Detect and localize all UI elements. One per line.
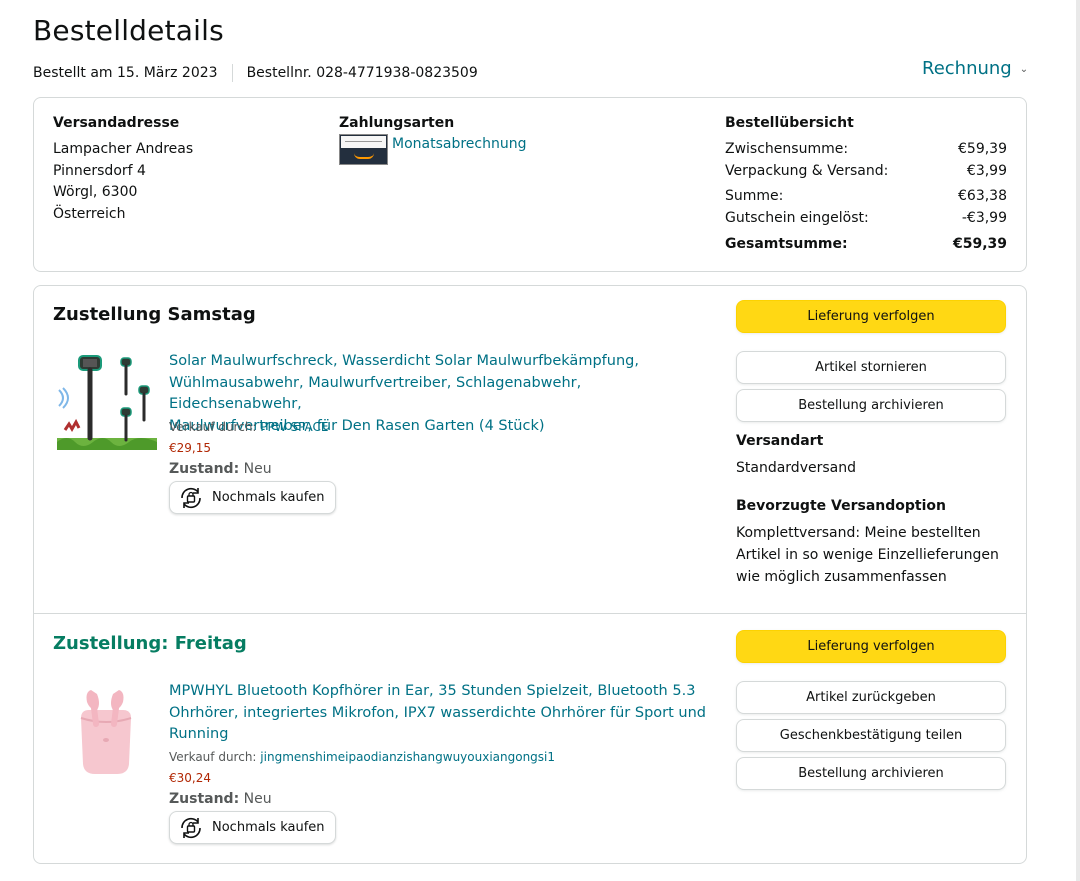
product-title-link[interactable]: Solar Maulwurfschreck, Wasserdicht Solar… — [169, 351, 709, 437]
summary-row: Verpackung & Versand: €3,99 — [725, 161, 1007, 183]
address-line: Österreich — [53, 205, 126, 222]
preferred-shipping-title: Bevorzugte Versandoption — [736, 498, 946, 514]
product-title-line: Solar Maulwurfschreck, Wasserdicht Solar… — [169, 353, 639, 369]
share-gift-receipt-button[interactable]: Geschenkbestätigung teilen — [736, 719, 1006, 752]
buy-again-label: Nochmals kaufen — [212, 820, 325, 835]
buy-again-button[interactable]: Nochmals kaufen — [169, 481, 336, 514]
preferred-shipping-line: Artikel in so wenige Einzellieferungen — [736, 547, 999, 563]
track-package-button[interactable]: Lieferung verfolgen — [736, 630, 1006, 663]
buy-again-icon — [181, 817, 201, 838]
scrollbar-track[interactable] — [1076, 0, 1080, 881]
page-title: Bestelldetails — [33, 14, 224, 47]
condition-label: Zustand: — [169, 461, 240, 477]
product-title-line: MPWHYL Bluetooth Kopfhörer in Ear, 35 St… — [169, 683, 696, 699]
earbuds-image — [80, 690, 132, 774]
preferred-shipping-line: wie möglich zusammenfassen — [736, 569, 947, 585]
buy-again-icon — [181, 487, 201, 508]
seller-info: Verkauf durch: PPW SPACE — [169, 420, 329, 434]
condition-label: Zustand: — [169, 791, 240, 807]
condition-value: Neu — [243, 461, 272, 477]
condition-value: Neu — [243, 791, 272, 807]
summary-total-row: Gesamtsumme: €59,39 — [725, 234, 1007, 256]
mole-repeller-image — [57, 355, 157, 450]
track-package-button[interactable]: Lieferung verfolgen — [736, 300, 1006, 333]
product-image[interactable] — [57, 680, 157, 784]
buy-again-button[interactable]: Nochmals kaufen — [169, 811, 336, 844]
summary-value: €3,99 — [966, 162, 1007, 179]
meta-divider — [231, 64, 233, 82]
shipment-heading: Zustellung: Freitag — [53, 633, 247, 654]
summary-label: Summe: — [725, 188, 784, 204]
shipping-type-value: Standardversand — [736, 460, 856, 476]
preferred-shipping-text: Komplettversand: Meine bestellten Artike… — [736, 522, 999, 588]
invoice-dropdown[interactable]: Rechnung ⌄ — [922, 58, 1028, 79]
product-title-line: Wühlmausabwehr, Maulwurfvertreiber, Schl… — [169, 374, 582, 413]
payment-method: Monatsabrechnung — [339, 134, 526, 165]
payment-method-link[interactable]: Monatsabrechnung — [392, 136, 527, 152]
seller-info: Verkauf durch: jingmenshimeipaodianzisha… — [169, 750, 555, 764]
preferred-shipping-line: Komplettversand: Meine bestellten — [736, 525, 981, 541]
product-title-line: Maulwurfvertreiber, für Den Rasen Garten… — [169, 417, 545, 434]
amazon-card-icon — [339, 134, 388, 165]
shipping-address: Lampacher Andreas Pinnersdorf 4 Wörgl, 6… — [53, 139, 193, 225]
address-line: Pinnersdorf 4 — [53, 162, 146, 179]
product-price: €30,24 — [169, 771, 211, 785]
return-items-button[interactable]: Artikel zurückgeben — [736, 681, 1006, 714]
shipping-type-title: Versandart — [736, 433, 824, 449]
order-date: Bestellt am 15. März 2023 — [33, 65, 218, 81]
product-condition: Zustand: Neu — [169, 791, 272, 807]
overview-title: Bestellübersicht — [725, 115, 854, 131]
product-title-line: Ohrhörer, integriertes Mikrofon, IPX7 wa… — [169, 704, 706, 721]
order-meta: Bestellt am 15. März 2023 Bestellnr. 028… — [33, 64, 478, 82]
order-number: Bestellnr. 028-4771938-0823509 — [246, 65, 478, 81]
archive-order-button[interactable]: Bestellung archivieren — [736, 389, 1006, 422]
shipment-heading: Zustellung Samstag — [53, 304, 256, 325]
summary-value: €63,38 — [958, 188, 1007, 204]
product-image[interactable] — [57, 350, 157, 454]
summary-label: Zwischensumme: — [725, 141, 849, 157]
product-condition: Zustand: Neu — [169, 461, 272, 477]
order-summary-box — [33, 97, 1027, 272]
summary-total-value: €59,39 — [952, 236, 1007, 252]
summary-value: -€3,99 — [961, 209, 1007, 226]
summary-value: €59,39 — [958, 141, 1007, 157]
shipment-divider — [33, 613, 1027, 614]
overview-rows: Zwischensumme: €59,39 Verpackung & Versa… — [725, 139, 1007, 256]
product-title-line: Running — [169, 726, 229, 742]
invoice-label: Rechnung — [922, 58, 1012, 79]
cancel-items-button[interactable]: Artikel stornieren — [736, 351, 1006, 384]
summary-label: Gutschein eingelöst: — [725, 209, 869, 226]
summary-row: Summe: €63,38 — [725, 186, 1007, 208]
payment-title: Zahlungsarten — [339, 115, 455, 131]
summary-label: Verpackung & Versand: — [725, 162, 889, 179]
seller-prefix: Verkauf durch: — [169, 750, 257, 764]
product-price: €29,15 — [169, 441, 211, 455]
summary-row: Zwischensumme: €59,39 — [725, 139, 1007, 161]
seller-prefix: Verkauf durch: — [169, 420, 257, 434]
product-title-link[interactable]: MPWHYL Bluetooth Kopfhörer in Ear, 35 St… — [169, 681, 709, 746]
address-line: Lampacher Andreas — [53, 141, 194, 157]
summary-total-label: Gesamtsumme: — [725, 236, 848, 252]
seller-link[interactable]: PPW SPACE — [260, 420, 329, 434]
chevron-down-icon: ⌄ — [1019, 64, 1029, 75]
seller-link[interactable]: jingmenshimeipaodianzishangwuyouxiangong… — [260, 750, 556, 764]
buy-again-label: Nochmals kaufen — [212, 490, 325, 505]
shipping-address-title: Versandadresse — [53, 115, 180, 131]
summary-row: Gutschein eingelöst: -€3,99 — [725, 208, 1007, 230]
archive-order-button[interactable]: Bestellung archivieren — [736, 757, 1006, 790]
address-line: Wörgl, 6300 — [53, 184, 138, 200]
